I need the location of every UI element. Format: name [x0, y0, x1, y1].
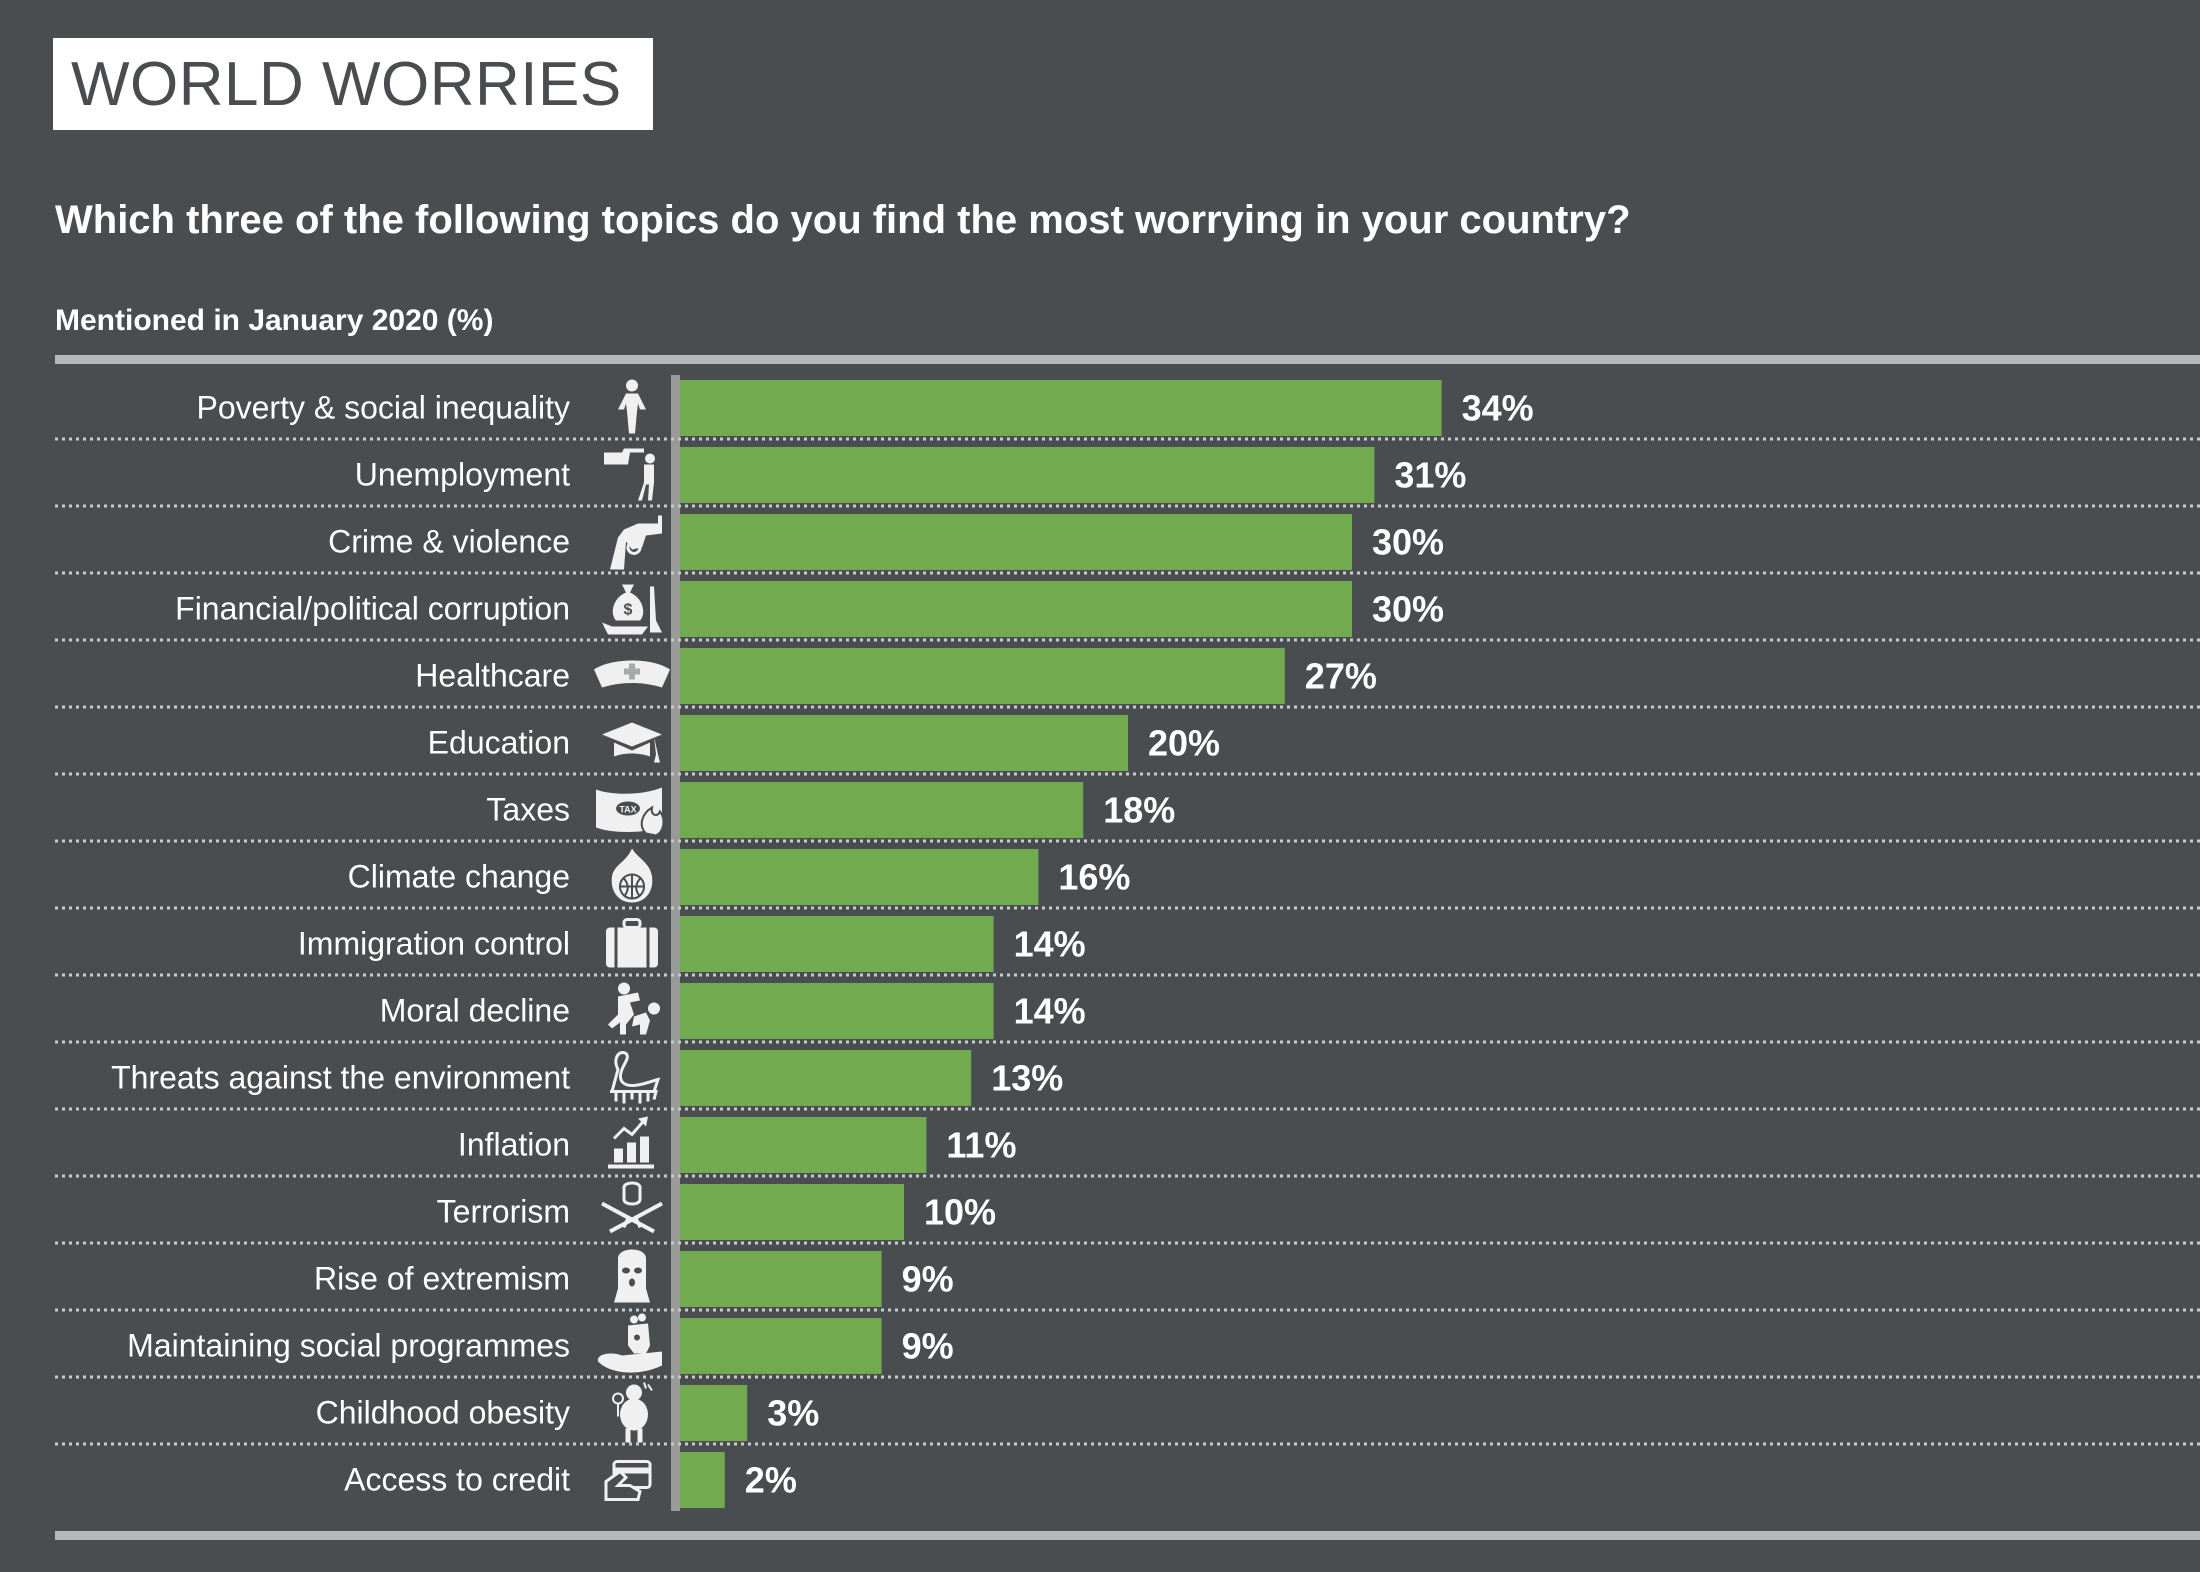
oil-covered-swan-icon — [610, 1051, 661, 1104]
rising-bar-chart-icon — [608, 1116, 654, 1169]
bar — [680, 983, 994, 1039]
value-label: 14% — [1014, 924, 1086, 965]
category-label: Inflation — [458, 1127, 570, 1163]
bar-row: Poverty & social inequality 34% — [55, 379, 2200, 441]
value-label: 13% — [991, 1058, 1063, 1099]
page-title: WORLD WORRIES — [71, 49, 622, 119]
suitcase-icon — [606, 918, 658, 968]
value-label: 34% — [1462, 388, 1534, 429]
chart-subtitle: Mentioned in January 2020 (%) — [55, 304, 494, 337]
category-label: Terrorism — [437, 1194, 570, 1230]
money-bag-bribe-icon: $ — [602, 584, 662, 635]
bar — [680, 1050, 972, 1106]
value-label: 11% — [946, 1125, 1016, 1166]
obese-child-icon — [612, 1382, 653, 1443]
value-label: 31% — [1394, 455, 1466, 496]
bar — [680, 514, 1352, 570]
bar — [680, 1251, 882, 1307]
category-label: Threats against the environment — [111, 1060, 570, 1096]
bar — [680, 581, 1352, 637]
balaclava-mask-icon — [614, 1249, 650, 1303]
category-label: Financial/political corruption — [175, 591, 570, 627]
bar-row: Terrorism 10% — [55, 1181, 2200, 1245]
bar-row: Inflation 11% — [55, 1116, 2200, 1178]
bar — [680, 1452, 725, 1508]
category-label: Rise of extremism — [314, 1261, 570, 1297]
family-in-hand-icon — [597, 1313, 662, 1373]
bar-row: Moral decline 14% — [55, 982, 2200, 1044]
value-label: 27% — [1305, 656, 1377, 697]
bar-row: Healthcare 27% — [55, 648, 2200, 709]
bar — [680, 782, 1084, 838]
fighting-people-icon — [608, 982, 660, 1035]
category-label: Crime & violence — [328, 524, 570, 560]
value-label: 30% — [1372, 522, 1444, 563]
value-label: 2% — [745, 1460, 797, 1501]
bar — [680, 1184, 904, 1240]
bar-row: Financial/political corruption $30% — [55, 581, 2200, 642]
bar-row: Taxes TAX 18% — [55, 782, 2200, 843]
chart-question: Which three of the following topics do y… — [55, 198, 1631, 242]
bar — [680, 380, 1442, 436]
category-label: Healthcare — [415, 658, 570, 694]
category-label: Access to credit — [344, 1462, 570, 1498]
value-label: 14% — [1014, 991, 1086, 1032]
nurse-cap-icon — [594, 660, 670, 688]
value-label: 20% — [1148, 723, 1220, 764]
bar — [680, 715, 1128, 771]
empty-pockets-person-icon — [618, 379, 646, 434]
bar-row: Education 20% — [55, 715, 2200, 776]
value-label: 18% — [1103, 790, 1175, 831]
category-label: Education — [428, 725, 570, 761]
bar-row: Crime & violence 30% — [55, 514, 2200, 575]
revolver-icon — [610, 515, 662, 570]
bar-row: Childhood obesity 3% — [55, 1382, 2200, 1446]
category-label: Unemployment — [355, 457, 570, 493]
category-label: Childhood obesity — [316, 1395, 570, 1431]
terrorist-crossed-rifles-icon — [601, 1181, 663, 1234]
category-label: Moral decline — [380, 993, 570, 1029]
fired-worker-icon — [604, 448, 655, 501]
category-label: Immigration control — [298, 926, 570, 962]
bar-row: Climate change 16% — [55, 848, 2200, 910]
hand-credit-card-icon — [604, 1460, 652, 1501]
value-label: 16% — [1058, 857, 1130, 898]
value-label: 10% — [924, 1192, 996, 1233]
bar-row: Unemployment 31% — [55, 447, 2200, 508]
bar-row: Immigration control 14% — [55, 916, 2200, 977]
bar — [680, 648, 1285, 704]
y-axis-line — [671, 375, 680, 1511]
value-label: 3% — [767, 1393, 819, 1434]
top-rule — [55, 355, 2200, 364]
graduation-cap-icon — [602, 722, 662, 763]
value-label: 30% — [1372, 589, 1444, 630]
svg-text:TAX: TAX — [619, 805, 636, 815]
category-label: Poverty & social inequality — [196, 390, 570, 426]
bar — [680, 849, 1039, 905]
svg-text:$: $ — [624, 602, 633, 619]
value-label: 9% — [902, 1326, 954, 1367]
bar-row: Threats against the environment 13% — [55, 1050, 2200, 1111]
bar-row: Rise of extremism 9% — [55, 1249, 2200, 1312]
bar — [680, 1385, 748, 1441]
bar — [680, 916, 994, 972]
value-label: 9% — [902, 1259, 954, 1300]
burning-tax-banknote-icon: TAX — [596, 787, 665, 837]
bar — [680, 1318, 882, 1374]
title-box: WORLD WORRIES — [53, 38, 653, 130]
bar-row: Access to credit 2% — [344, 1452, 797, 1508]
category-label: Climate change — [348, 859, 570, 895]
bottom-rule — [55, 1531, 2200, 1540]
category-label: Maintaining social programmes — [127, 1328, 570, 1364]
category-label: Taxes — [486, 792, 570, 828]
bar — [680, 1117, 927, 1173]
bar-row: Maintaining social programmes 9% — [55, 1313, 2200, 1379]
burning-globe-icon — [611, 848, 653, 903]
bar — [680, 447, 1375, 503]
